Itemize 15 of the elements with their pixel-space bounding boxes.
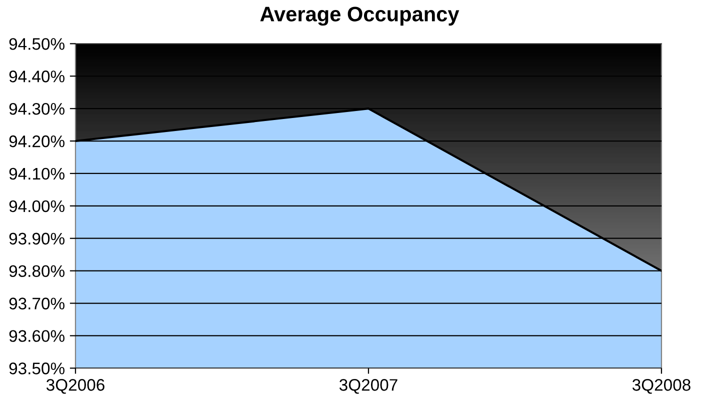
y-tick-label: 93.60% xyxy=(9,330,64,342)
y-tick-label: 93.70% xyxy=(9,298,64,310)
y-tick-label: 93.90% xyxy=(9,232,64,245)
x-tick-label: 3Q2007 xyxy=(339,379,398,394)
y-tick-label: 94.20% xyxy=(9,135,64,148)
y-tick-label: 94.50% xyxy=(9,38,64,50)
y-tick-label: 94.40% xyxy=(9,70,64,82)
y-tick-label: 94.30% xyxy=(9,102,64,115)
x-tick-label: 3Q2008 xyxy=(632,379,690,394)
y-tick-label: 94.10% xyxy=(9,168,64,180)
y-tick-label: 93.80% xyxy=(9,265,64,278)
x-tick-label: 3Q2006 xyxy=(46,379,104,394)
chart-title: Average Occupancy xyxy=(260,6,460,26)
y-tick-label: 93.50% xyxy=(9,362,64,374)
y-tick-label: 94.00% xyxy=(9,200,64,212)
